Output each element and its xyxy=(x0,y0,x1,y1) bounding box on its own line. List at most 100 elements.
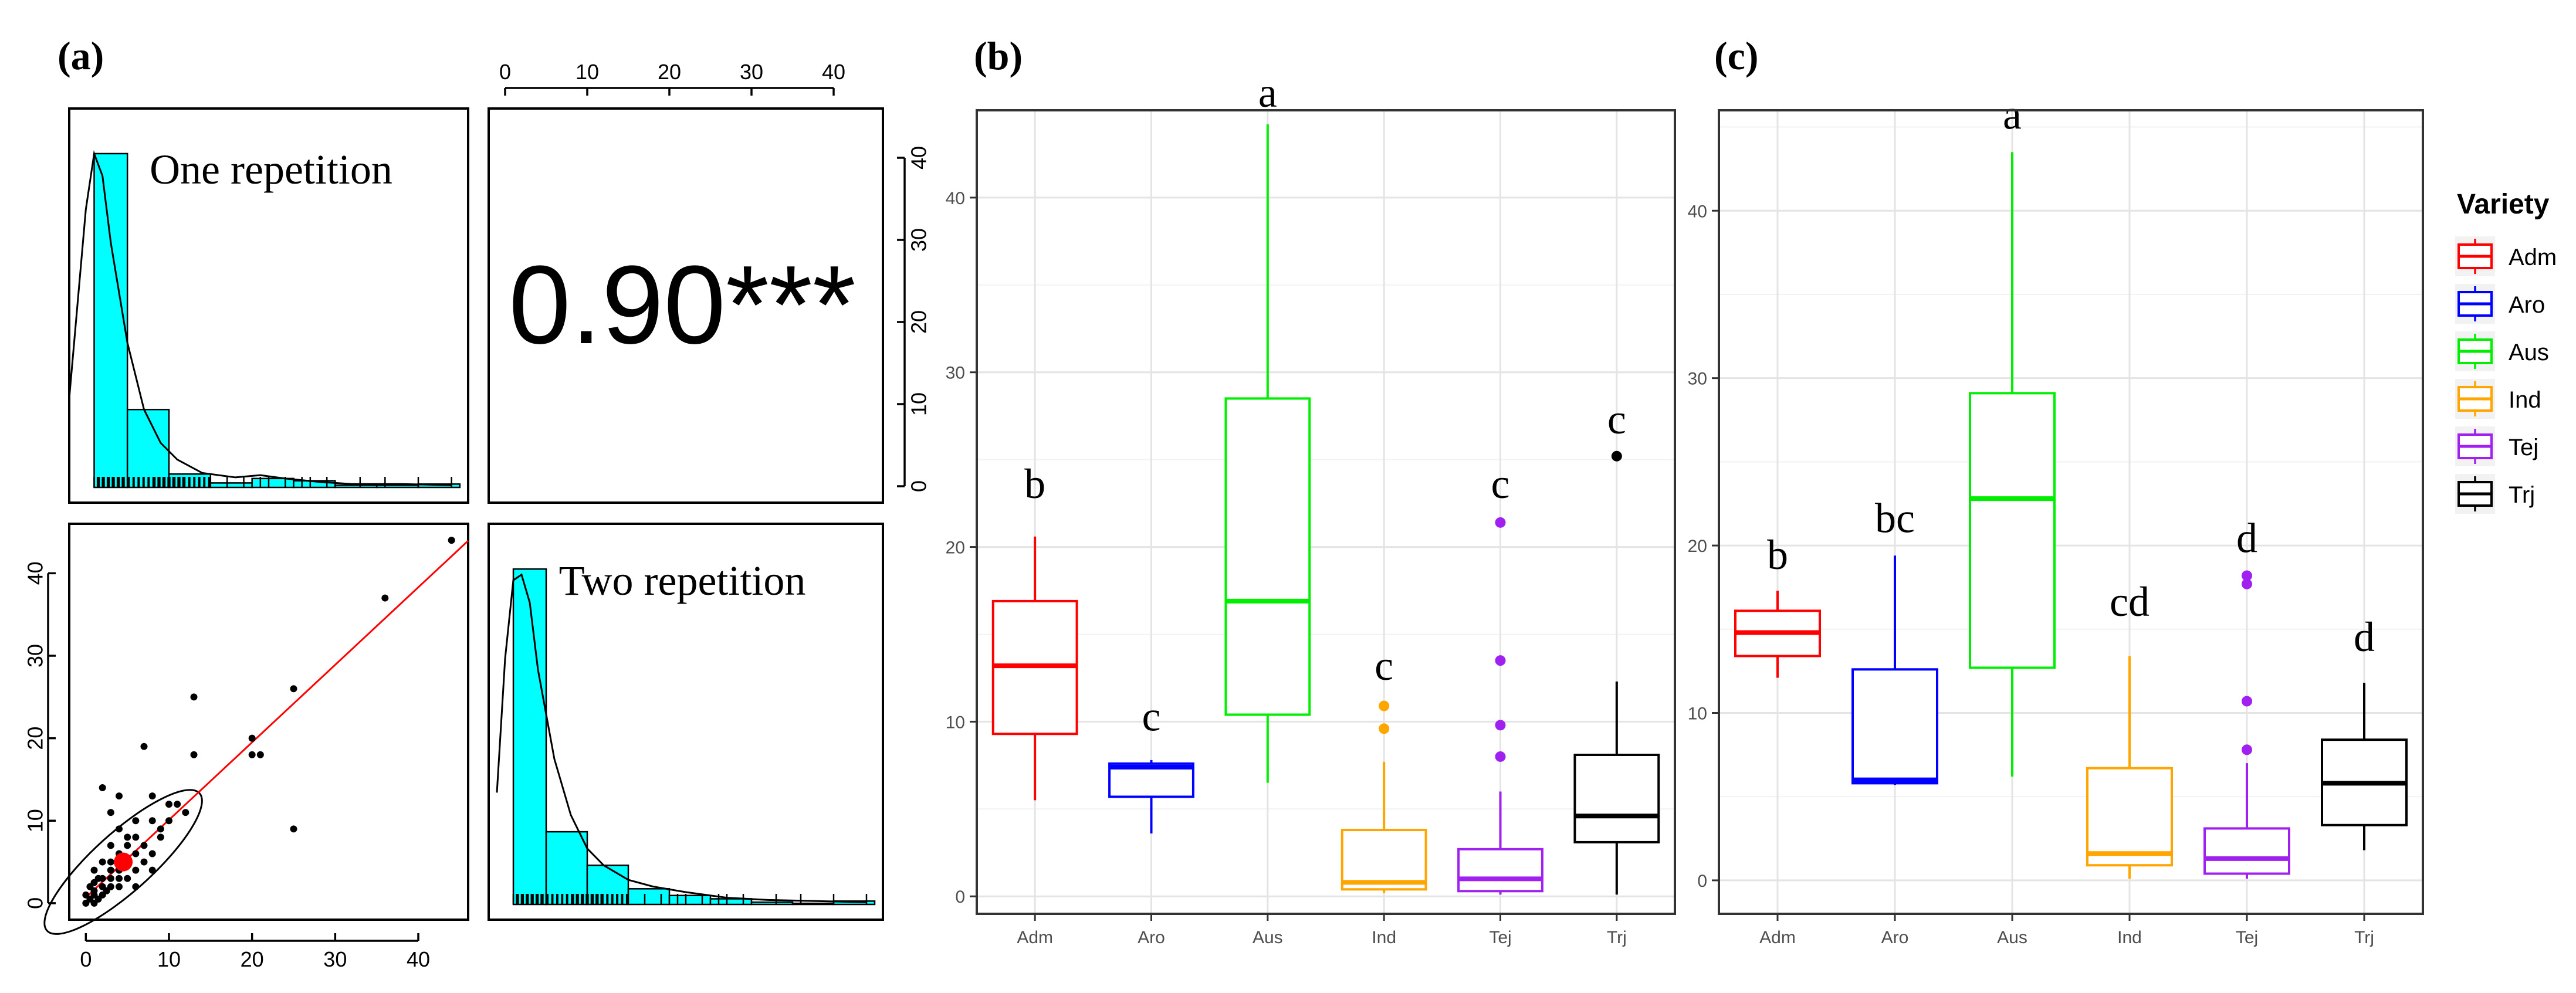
histogram-bar xyxy=(750,901,794,906)
box-body xyxy=(2203,827,2290,875)
box-tej: d xyxy=(2203,515,2290,879)
one-repetition-label: One repetition xyxy=(150,146,392,193)
legend-label: Tej xyxy=(2509,435,2538,460)
legend-label: Adm xyxy=(2509,245,2557,270)
histogram-two-repetition xyxy=(488,523,884,921)
scatter-point xyxy=(99,858,106,866)
scatter-point xyxy=(103,887,110,894)
histogram-bar xyxy=(375,484,419,489)
legend-label: Trj xyxy=(2509,482,2535,508)
box-aus: a xyxy=(1224,69,1311,783)
panel-a-label: (a) xyxy=(57,33,104,78)
scatter-point xyxy=(107,866,114,874)
legend-entry-trj: Trj xyxy=(2455,474,2535,514)
tick-label: 10 xyxy=(23,809,48,832)
legend-label: Aro xyxy=(2509,292,2545,318)
scatter-point xyxy=(290,685,297,693)
significance-letter: d xyxy=(2236,515,2257,562)
cell-frame xyxy=(68,523,469,921)
scatter-point xyxy=(248,751,256,758)
legend: Variety Adm Aro Aus Ind Tej Trj xyxy=(2455,189,2557,514)
tick-label: 0 xyxy=(499,60,511,84)
significance-letter: c xyxy=(1375,642,1393,689)
correlation-cell xyxy=(488,107,884,504)
scatter-point xyxy=(190,751,198,758)
histogram-bar xyxy=(545,831,588,906)
cell-frame xyxy=(488,107,884,504)
scatter-point xyxy=(107,875,114,882)
significance-letter: cd xyxy=(2110,578,2150,625)
x-tick-label: Ind xyxy=(2117,928,2142,947)
panel-border xyxy=(976,109,1676,915)
x-tick-label: Tej xyxy=(2236,928,2258,947)
scatter-point xyxy=(116,875,123,882)
box-body xyxy=(1573,753,1660,843)
tick-label: 20 xyxy=(658,60,681,84)
scatter-point xyxy=(140,743,148,750)
box-aus: a xyxy=(1969,91,2056,777)
tick-label: 40 xyxy=(407,947,430,971)
box-body xyxy=(1341,829,1427,891)
panel-a-pairs-plot: (a) 0 10 20 30 40 0 10 20 30 40 0 10 20 30 40 0 10 20 3… xyxy=(23,33,931,971)
y-tick-label: 10 xyxy=(946,713,965,732)
box-body xyxy=(2086,767,2173,867)
x-tick-label: Trj xyxy=(2354,928,2374,947)
scatter-point xyxy=(148,817,156,825)
histogram-bar xyxy=(93,152,128,489)
cell-frame xyxy=(68,107,469,504)
legend-entry-aus: Aus xyxy=(2455,331,2549,371)
x-tick-label: Trj xyxy=(1607,928,1627,947)
bottom-axis: 0 10 20 30 40 xyxy=(80,933,430,971)
histogram-one-repetition xyxy=(68,107,469,504)
top-axis: 0 10 20 30 40 xyxy=(499,60,845,96)
x-tick-label: Adm xyxy=(1759,928,1796,947)
outlier-point xyxy=(2242,696,2252,707)
scatter-point xyxy=(157,825,164,833)
x-tick-label: Aro xyxy=(1881,928,1909,947)
regression-line xyxy=(85,540,469,899)
y-tick-label: 40 xyxy=(946,189,965,208)
tick-label: 40 xyxy=(23,561,48,585)
tick-label: 20 xyxy=(907,310,931,334)
scatter-point xyxy=(124,842,131,849)
significance-letter: a xyxy=(2003,91,2022,138)
x-tick-label: Aro xyxy=(1138,928,1165,947)
box-ind: cd xyxy=(2086,578,2173,879)
significance-letter: d xyxy=(2354,614,2375,660)
y-tick-label: 40 xyxy=(1688,202,1707,221)
scatter-point xyxy=(248,734,256,742)
tick-label: 30 xyxy=(23,644,48,667)
x-tick-label: Ind xyxy=(1372,928,1396,947)
histogram-bar xyxy=(251,477,295,489)
box-adm: b xyxy=(991,460,1078,801)
scatter-point xyxy=(132,883,140,890)
tick-label: 30 xyxy=(323,947,347,971)
boxplot-b-area: 0 10 20 30 40 Adm Aro Aus Ind Tej Trj b c a c c c xyxy=(946,69,1676,947)
box-trj: d xyxy=(2321,614,2408,850)
scatter-point xyxy=(116,883,123,890)
y-tick-label: 20 xyxy=(946,538,965,558)
outlier-point xyxy=(1495,720,1506,731)
outlier-point xyxy=(1611,450,1622,462)
outlier-point xyxy=(1379,700,1390,711)
outlier-point xyxy=(1495,655,1506,666)
y-tick-label: 20 xyxy=(1688,537,1707,556)
significance-letter: c xyxy=(1142,693,1161,740)
outlier-point xyxy=(2242,570,2252,581)
scatter-point xyxy=(140,842,148,849)
panel-b-boxplot: (b) 0 10 20 30 40 Adm Aro Aus Ind Tej Trj b c a c c c xyxy=(946,33,1676,947)
left-axis: 0 10 20 30 40 xyxy=(23,561,56,909)
tick-label: 40 xyxy=(822,60,845,84)
scatter-point xyxy=(132,866,140,874)
tick-label: 30 xyxy=(907,228,931,252)
density-curve xyxy=(496,573,867,903)
box-body xyxy=(1969,392,2056,669)
histogram-bar xyxy=(126,408,170,489)
tick-label: 0 xyxy=(907,480,931,492)
scatter-point xyxy=(290,825,297,833)
x-tick-label: Adm xyxy=(1017,928,1053,947)
significance-letter: a xyxy=(1258,69,1277,116)
histogram-bar xyxy=(668,894,712,906)
